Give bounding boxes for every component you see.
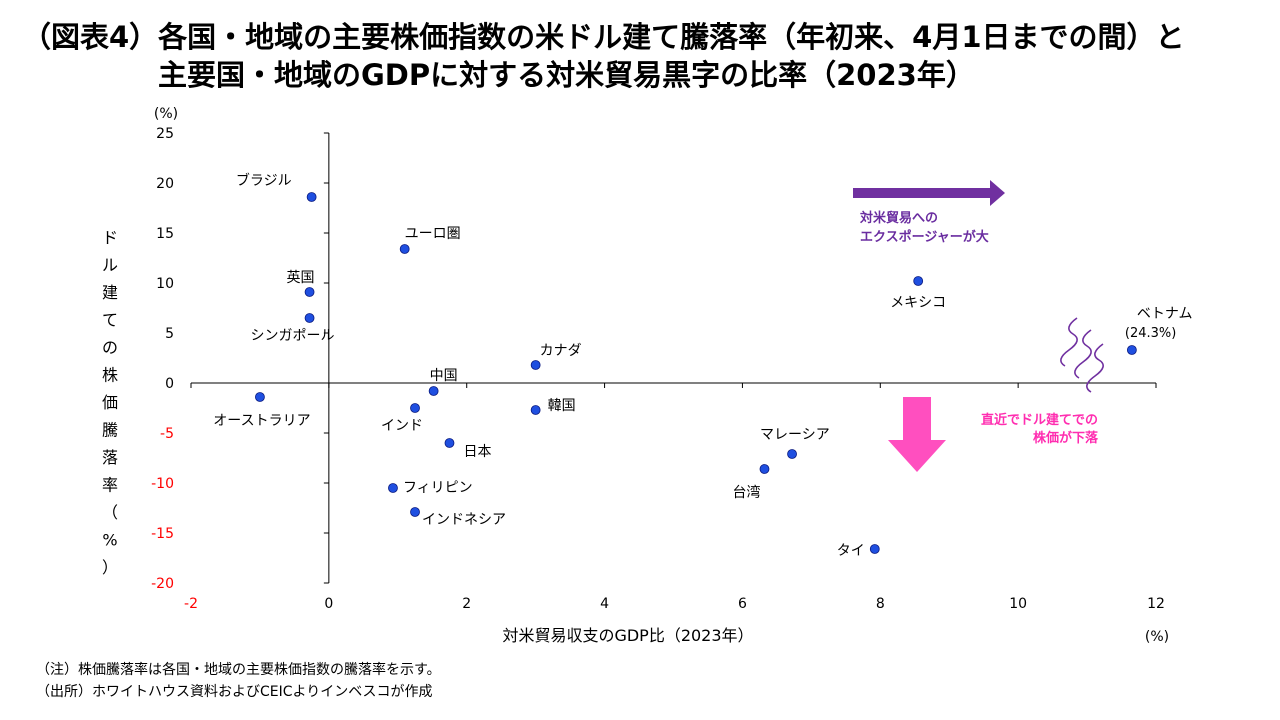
- data-point: [255, 392, 265, 402]
- data-point: [1126, 345, 1137, 355]
- point-label: オーストラリア: [213, 413, 310, 429]
- point-label: シンガポール: [251, 328, 335, 344]
- axis-break-mark: [1086, 343, 1104, 393]
- point-label: タイ: [837, 543, 865, 559]
- title-line-1: （図表4）各国・地域の主要株価指数の米ドル建て騰落率（年初来、4月1日までの間）…: [22, 20, 1185, 54]
- point-label: メキシコ: [890, 295, 946, 311]
- y-tick-label: 10: [156, 276, 174, 292]
- point-label: カナダ: [540, 343, 582, 359]
- point-label: ベトナム: [1137, 306, 1193, 322]
- y-tick-label: -15: [151, 526, 174, 542]
- x-tick-label: 4: [600, 596, 609, 612]
- x-tick-label: 8: [876, 596, 885, 612]
- data-point: [530, 405, 541, 415]
- data-point: [759, 464, 770, 474]
- drop-arrow: [888, 397, 946, 472]
- y-tick-label: -10: [151, 476, 174, 492]
- footnote: （注）株価騰落率は各国・地域の主要株価指数の騰落率を示す。: [36, 662, 441, 678]
- axis-break-mark: [1060, 317, 1078, 367]
- y-tick-label: -20: [151, 576, 174, 592]
- x-unit-label: (%): [1145, 629, 1169, 645]
- point-label: ブラジル: [236, 172, 292, 189]
- axes: [190, 132, 1157, 584]
- point-label: 英国: [287, 269, 315, 286]
- x-tick-label: 0: [324, 596, 333, 612]
- data-point: [913, 276, 924, 286]
- tick-labels: -2 0 2 4 6 8 10 122520151050-5-10-15-20(%)(%)対米…: [102, 106, 1169, 645]
- data-point: [444, 438, 455, 448]
- x-tick-label: 12: [1147, 596, 1165, 612]
- x-tick-label: 6: [738, 596, 747, 612]
- y-tick-label: 0: [165, 376, 174, 392]
- data-point: [304, 287, 315, 297]
- data-point: [410, 403, 420, 413]
- exposure-label-line1: 対米貿易への: [859, 210, 938, 226]
- point-label: インド: [381, 418, 423, 434]
- point-label: フィリピン: [403, 480, 473, 496]
- title-line-2: 主要国・地域のGDPに対する対米貿易黒字の比率（2023年）: [158, 58, 975, 92]
- drop-label-line1: 直近でドル建てでの: [981, 412, 1098, 428]
- y-tick-label: 25: [156, 126, 174, 142]
- data-point: [399, 244, 410, 254]
- point-label: 中国: [430, 368, 458, 384]
- point-label: ユーロ圏: [405, 226, 461, 242]
- data-point: [530, 360, 541, 370]
- point-note: (24.3%): [1125, 326, 1176, 341]
- drop-label-line2: 株価が下落: [1033, 430, 1099, 446]
- data-point: [304, 313, 315, 323]
- x-axis-title: 対米貿易収支のGDP比（2023年）: [502, 626, 753, 645]
- data-point: [306, 192, 317, 202]
- data-point: [410, 507, 420, 517]
- y-tick-label: 15: [156, 226, 174, 242]
- y-tick-label: -5: [160, 426, 174, 442]
- point-label: インドネシア: [422, 512, 506, 528]
- data-point: [787, 449, 797, 459]
- y-axis-title: ドル建ての株価騰落率（%）: [102, 228, 118, 577]
- exposure-label-line2: エクスポージャーが大: [860, 229, 989, 245]
- point-label: 台湾: [732, 484, 760, 501]
- y-tick-label: 20: [156, 176, 174, 192]
- exposure-arrow: [853, 180, 1005, 206]
- x-tick-label: 2: [462, 596, 471, 612]
- y-tick-label: 5: [165, 326, 174, 342]
- point-label: 韓国: [548, 398, 576, 414]
- point-label: 日本: [463, 444, 491, 460]
- data-point: [388, 483, 398, 493]
- x-tick-label: 10: [1009, 596, 1027, 612]
- data-point: [869, 544, 880, 554]
- source-note: （出所）ホワイトハウス資料およびCEICよりインベスコが作成: [36, 684, 433, 700]
- data-point: [428, 386, 439, 396]
- axis-break-mark: [1074, 329, 1092, 379]
- chart-title: （図表4）各国・地域の主要株価指数の米ドル建て騰落率（年初来、4月1日までの間）…: [22, 18, 1262, 94]
- x-tick-label: -2: [184, 596, 198, 612]
- y-unit-label: (%): [154, 106, 178, 122]
- point-label: マレーシア: [760, 427, 830, 443]
